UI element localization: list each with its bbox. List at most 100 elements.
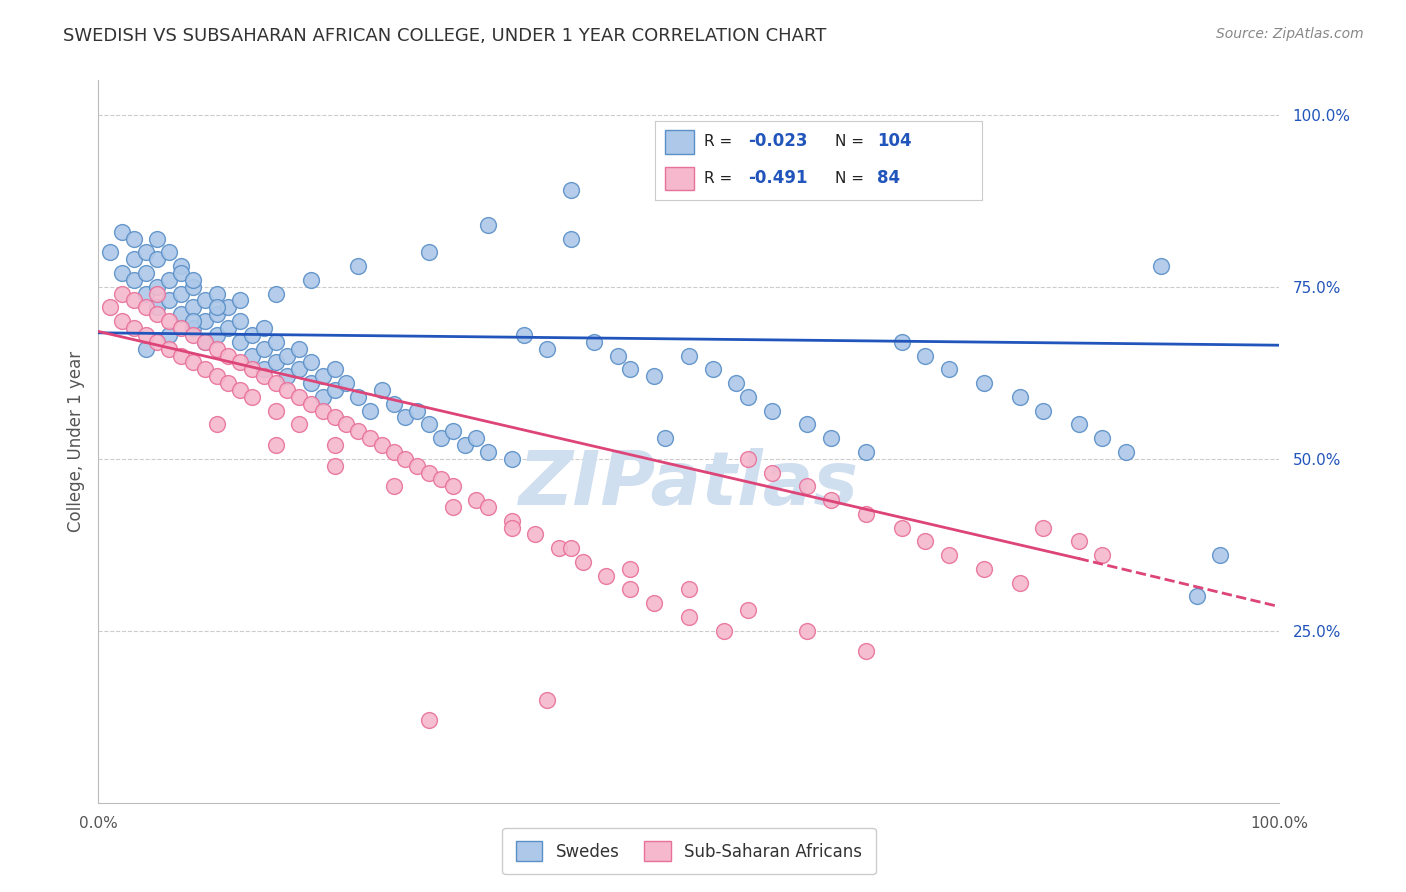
Point	[323, 362, 346, 376]
Point	[737, 603, 759, 617]
Point	[299, 376, 322, 390]
Point	[890, 520, 912, 534]
Point	[501, 451, 523, 466]
Point	[299, 397, 322, 411]
Point	[678, 582, 700, 597]
Point	[111, 266, 134, 280]
Point	[111, 286, 134, 301]
Bar	[665, 130, 695, 154]
Point	[253, 369, 276, 384]
Point	[229, 334, 252, 349]
Point	[135, 286, 157, 301]
Point	[335, 417, 357, 432]
Point	[1209, 548, 1232, 562]
Point	[418, 466, 440, 480]
Point	[217, 321, 239, 335]
Point	[170, 321, 193, 335]
Point	[323, 458, 346, 473]
Point	[181, 314, 204, 328]
Text: 104: 104	[877, 132, 912, 151]
Point	[312, 390, 335, 404]
Point	[264, 334, 287, 349]
Point	[678, 349, 700, 363]
Point	[205, 286, 228, 301]
Point	[382, 445, 405, 459]
Point	[560, 231, 582, 245]
Point	[146, 252, 169, 267]
Point	[512, 327, 534, 342]
Legend: Swedes, Sub-Saharan Africans: Swedes, Sub-Saharan Africans	[502, 828, 876, 874]
Point	[205, 369, 228, 384]
Point	[122, 252, 145, 267]
Point	[643, 369, 665, 384]
Point	[181, 321, 204, 335]
Point	[288, 390, 311, 404]
Point	[359, 403, 381, 417]
Point	[264, 355, 287, 369]
Point	[441, 479, 464, 493]
Text: N =: N =	[835, 171, 865, 186]
Point	[619, 562, 641, 576]
Point	[194, 314, 217, 328]
Point	[406, 403, 429, 417]
Point	[536, 692, 558, 706]
Point	[973, 376, 995, 390]
Point	[855, 507, 877, 521]
Point	[312, 369, 335, 384]
Text: -0.491: -0.491	[748, 169, 808, 187]
Point	[135, 266, 157, 280]
Point	[98, 301, 121, 315]
Point	[170, 286, 193, 301]
Point	[1032, 403, 1054, 417]
Point	[299, 355, 322, 369]
Point	[477, 445, 499, 459]
Text: ZIPatlas: ZIPatlas	[519, 449, 859, 522]
Point	[194, 334, 217, 349]
Point	[146, 279, 169, 293]
Point	[1115, 445, 1137, 459]
Point	[501, 520, 523, 534]
Point	[855, 445, 877, 459]
Point	[737, 390, 759, 404]
Point	[288, 362, 311, 376]
Point	[205, 417, 228, 432]
Point	[1008, 575, 1031, 590]
Point	[702, 362, 724, 376]
Point	[536, 342, 558, 356]
Point	[441, 424, 464, 438]
Point	[157, 342, 180, 356]
Point	[418, 245, 440, 260]
Point	[135, 342, 157, 356]
Point	[335, 376, 357, 390]
Point	[406, 458, 429, 473]
Point	[312, 403, 335, 417]
Point	[855, 644, 877, 658]
Point	[240, 362, 263, 376]
Point	[253, 342, 276, 356]
Point	[264, 286, 287, 301]
Point	[205, 327, 228, 342]
Point	[229, 383, 252, 397]
Point	[299, 273, 322, 287]
Point	[181, 327, 204, 342]
Point	[761, 466, 783, 480]
Point	[465, 431, 488, 445]
Point	[796, 417, 818, 432]
Point	[1091, 431, 1114, 445]
Point	[157, 273, 180, 287]
Y-axis label: College, Under 1 year: College, Under 1 year	[66, 351, 84, 533]
Point	[973, 562, 995, 576]
Point	[595, 568, 617, 582]
Text: N =: N =	[835, 134, 865, 149]
Point	[394, 410, 416, 425]
Point	[276, 369, 298, 384]
Point	[229, 314, 252, 328]
Point	[205, 307, 228, 321]
Point	[229, 293, 252, 308]
Point	[347, 390, 370, 404]
Point	[371, 438, 394, 452]
Point	[135, 301, 157, 315]
Point	[157, 314, 180, 328]
Point	[914, 534, 936, 549]
Point	[181, 301, 204, 315]
